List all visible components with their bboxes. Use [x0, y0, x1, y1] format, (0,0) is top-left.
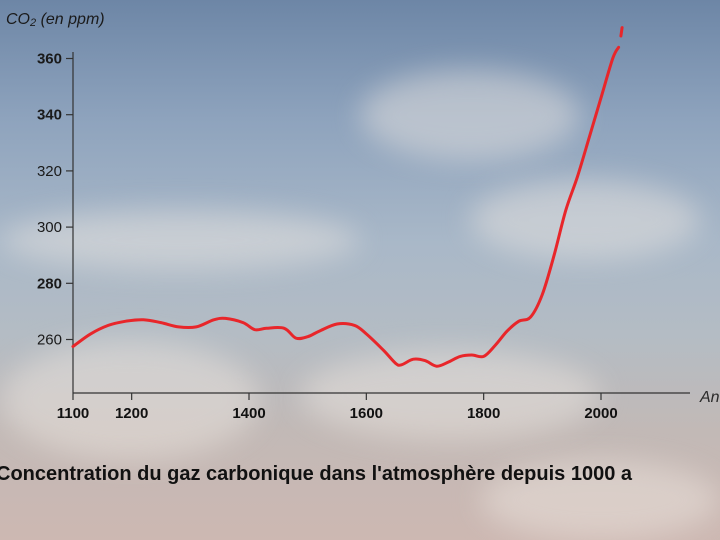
y-tick-label: 320: [37, 163, 62, 180]
y-tick-label: 260: [37, 332, 62, 349]
x-tick-label: 1600: [350, 405, 383, 422]
y-ticks: 260 280 300 320 340 360: [37, 51, 73, 349]
x-tick-label: 1800: [467, 405, 500, 422]
y-tick-label: 360: [37, 51, 62, 68]
y-tick-label: 300: [37, 219, 62, 236]
y-tick-label: 340: [37, 107, 62, 124]
x-tick-label: 1400: [232, 405, 265, 422]
chart-axes: [72, 52, 690, 394]
x-tick-label: 1100: [57, 405, 90, 422]
x-tick-label: 1200: [115, 405, 148, 422]
chart-caption: Concentration du gaz carbonique dans l'a…: [0, 463, 633, 485]
x-tick-label: 2000: [584, 405, 617, 422]
co2-series-line-1: [71, 45, 621, 368]
x-ticks: 1100 1200 1400 1600 1800 2000: [57, 393, 618, 422]
co2-series-line-2: [619, 26, 624, 38]
series-group: [71, 26, 624, 368]
y-tick-label: 280: [37, 275, 62, 292]
y-axis-label: CO2 (en ppm): [6, 11, 105, 29]
x-axis-label: An: [699, 389, 720, 406]
